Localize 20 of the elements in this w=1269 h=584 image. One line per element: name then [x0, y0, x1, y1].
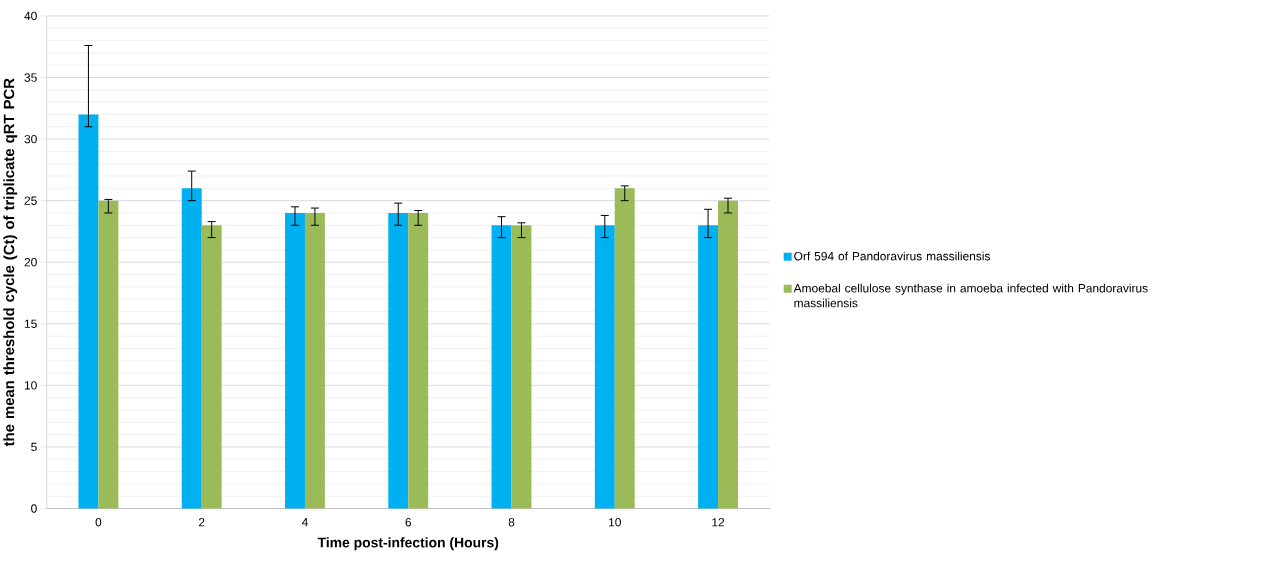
y-tick-label: 30	[24, 134, 37, 144]
y-tick-label: 5	[31, 442, 37, 451]
x-tick-label: 8	[508, 517, 515, 527]
x-tick-label: 2	[198, 517, 205, 527]
y-tick-label: 40	[24, 11, 37, 21]
x-tick-label: 6	[405, 517, 412, 527]
x-tick-label: 12	[712, 517, 725, 527]
y-tick-label: 35	[24, 73, 37, 82]
legend-label: Amoebal cellulose synthase in amoeba infected with Pandoravirus massiliensis	[793, 283, 1148, 308]
y-axis-title: the mean threshold cycle (Ct) of triplicate qRT PCR	[3, 78, 18, 447]
x-axis-title: Time post-infection (Hours)	[317, 537, 499, 551]
x-tick-label: 4	[301, 517, 308, 527]
y-tick-label: 15	[24, 319, 37, 328]
y-tick-label: 10	[24, 381, 37, 390]
y-tick-label: 25	[24, 196, 37, 205]
y-tick-label: 0	[31, 504, 37, 513]
x-tick-label: 10	[609, 517, 621, 527]
y-tick-label: 20	[24, 257, 37, 267]
legend-label: Orf 594 of Pandoravirus massiliensis	[794, 251, 990, 261]
x-tick-label: 0	[95, 517, 102, 527]
